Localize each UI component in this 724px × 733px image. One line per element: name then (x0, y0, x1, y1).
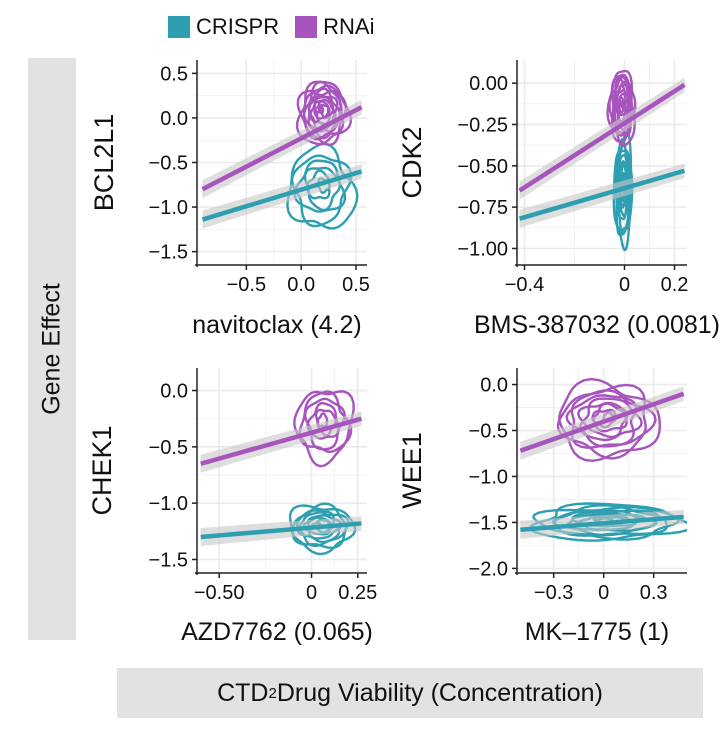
fit-line-crispr (201, 169, 363, 222)
x-tick-label: −0.5 (227, 274, 266, 296)
contour-rnai (298, 390, 353, 453)
y-tick-label: −1.5 (149, 549, 188, 571)
fit-line-crispr (518, 168, 686, 221)
legend-swatch-crispr (168, 16, 190, 38)
y-tick-label: 0.0 (480, 375, 508, 397)
contour-rnai (579, 397, 643, 442)
legend-label-crispr: CRISPR (196, 14, 280, 39)
contour-rnai (618, 92, 629, 117)
y-tick-label: −1.0 (149, 197, 188, 219)
contour-rnai (577, 401, 629, 439)
panel-2: −0.4 0 0.2 −1.00 −0.75 −0.50 −0.25 0.00 BMS-3870… (397, 60, 720, 339)
contour-rnai (608, 75, 633, 137)
x-tick-label: −0.50 (194, 582, 245, 604)
fit-line-rnai (201, 105, 363, 192)
y-tick-label: 0.0 (160, 108, 188, 130)
x-axis-title: navitoclax (4.2) (192, 311, 362, 339)
fit-line-rnai (200, 416, 363, 466)
y-tick-label: −0.5 (149, 153, 188, 175)
x-tick-label: −0.3 (534, 582, 573, 604)
contour-rnai (606, 69, 636, 147)
x-tick-label: 0 (598, 582, 609, 604)
contour-layer (200, 390, 363, 556)
y-tick-label: −2.0 (469, 558, 508, 580)
x-tick-label: 0.3 (640, 582, 668, 604)
y-tick-label: −0.5 (469, 421, 508, 443)
y-axis-title: BCL2L1 (89, 114, 119, 212)
fit-line-crispr (520, 514, 684, 533)
x-tick-label: 0.25 (338, 582, 377, 604)
contour-rnai (306, 402, 340, 440)
plot-background (517, 60, 687, 265)
contour-rnai (556, 383, 647, 460)
y-tick-label: −0.75 (457, 197, 508, 219)
y-tick-label: 0.0 (160, 381, 188, 403)
panel-3: −0.50 0 0.25 −1.5 −1.0 −0.5 0.0 AZD7762 (0.065)… (87, 368, 377, 646)
legend-item-rnai: RNAi (295, 14, 374, 40)
panel-4: −0.3 0 0.3 −2.0 −1.5 −1.0 −0.5 0.0 MK–1775 (1) WE… (397, 368, 687, 646)
y-tick-label: −1.00 (457, 238, 508, 260)
y-tick-label: −0.50 (457, 156, 508, 178)
y-tick-label: −0.25 (457, 114, 508, 136)
y-tick-label: 0.5 (160, 63, 188, 85)
x-strip-label-prefix: CTD (217, 678, 269, 707)
fit-line-crispr (200, 521, 362, 540)
x-tick-label: −0.4 (505, 274, 544, 296)
y-tick-label: −1.0 (149, 493, 188, 515)
x-tick-label: 0.2 (661, 274, 689, 296)
legend-swatch-rnai (295, 16, 318, 38)
contour-rnai (317, 105, 325, 115)
legend: CRISPR RNAi (168, 14, 390, 40)
y-axis-title: CDK2 (397, 126, 427, 198)
y-tick-label: −0.5 (149, 437, 188, 459)
y-tick-label: 0.00 (469, 73, 508, 95)
y-tick-label: −1.5 (469, 512, 508, 534)
x-strip-label-suffix: Drug Viability (Concentration) (276, 678, 603, 707)
contour-layer (518, 69, 686, 252)
legend-item-crispr: CRISPR (168, 14, 279, 40)
y-axis-title: WEE1 (397, 432, 427, 509)
x-strip: CTD 2 Drug Viability (Concentration) (117, 668, 703, 718)
x-tick-label: 0.0 (287, 274, 315, 296)
legend-label-rnai: RNAi (323, 14, 375, 39)
y-strip: Gene Effect (28, 58, 76, 640)
x-strip-label-sup: 2 (268, 684, 277, 702)
y-tick-label: −1.5 (149, 242, 188, 264)
x-axis-title: BMS-387032 (0.0081) (474, 311, 720, 339)
panel-1: −0.5 0.0 0.5 −1.5 −1.0 −0.5 0.0 0.5 navitoclax (… (89, 60, 370, 339)
x-axis-title: AZD7762 (0.065) (181, 618, 373, 646)
fit-line-rnai (518, 82, 686, 193)
x-tick-label: 0.5 (342, 274, 370, 296)
y-tick-label: −1.0 (469, 466, 508, 488)
contour-rnai (565, 394, 638, 448)
x-tick-label: 0 (619, 274, 630, 296)
contour-rnai (296, 84, 348, 147)
contour-rnai (620, 98, 626, 109)
contour-layer (201, 80, 363, 230)
x-axis-title: MK–1775 (1) (525, 618, 670, 646)
contour-rnai (616, 96, 625, 114)
contour-layer (519, 377, 687, 542)
fit-line-rnai (519, 391, 685, 453)
x-tick-label: 0 (306, 582, 317, 604)
contour-rnai (319, 103, 331, 119)
y-axis-title: CHEK1 (87, 425, 117, 515)
contour-rnai (293, 390, 355, 468)
